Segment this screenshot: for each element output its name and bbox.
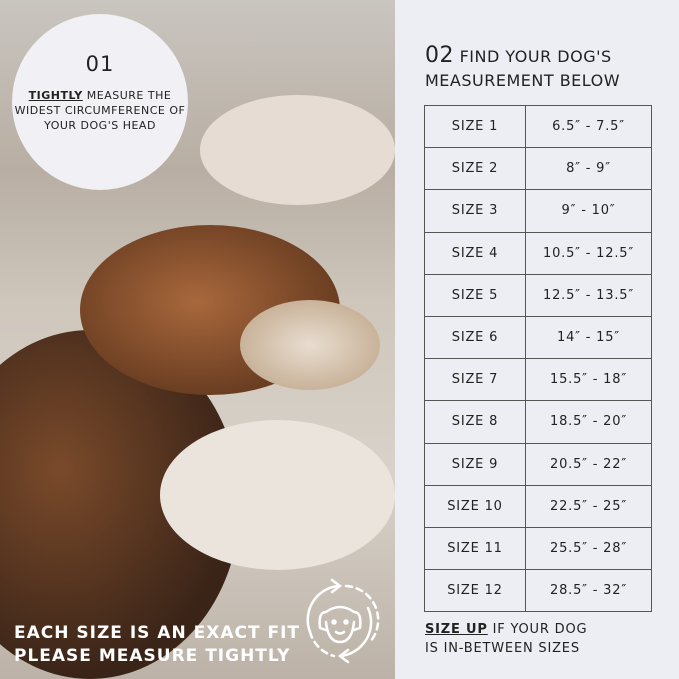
step1-number: 01: [85, 52, 115, 76]
size-label: SIZE 10: [424, 484, 526, 528]
size-label: SIZE 7: [424, 358, 526, 402]
step1-callout: 01 TIGHTLY MEASURE THE WIDEST CIRCUMFERE…: [12, 14, 188, 190]
size-row: SIZE 8 18.5″ - 20″: [424, 400, 652, 444]
sleeve-top: [200, 95, 395, 205]
size-up-line1: IF YOUR DOG: [487, 622, 588, 637]
size-label: SIZE 6: [424, 315, 526, 360]
size-range: 20.5″ - 22″: [525, 442, 652, 486]
size-up-emphasis: SIZE UP: [425, 622, 488, 637]
size-row: SIZE 2 8″ - 9″: [424, 147, 652, 191]
size-range: 22.5″ - 25″: [525, 484, 652, 528]
size-row: SIZE 7 15.5″ - 18″: [424, 358, 652, 402]
step2-title-line1: FIND YOUR DOG'S: [459, 47, 612, 66]
dog-measure-cycle-icon: [306, 578, 380, 664]
size-label: SIZE 5: [424, 273, 526, 317]
size-range: 18.5″ - 20″: [525, 400, 652, 444]
size-range: 14″ - 15″: [525, 315, 652, 360]
size-range: 25.5″ - 28″: [525, 526, 652, 571]
size-label: SIZE 4: [424, 231, 526, 275]
step2-title-line2: MEASUREMENT BELOW: [425, 71, 621, 90]
size-row: SIZE 1 6.5″ - 7.5″: [424, 104, 652, 149]
step2-number: 02: [425, 43, 454, 68]
notice-line1: EACH SIZE IS AN EXACT FIT: [14, 623, 301, 643]
size-table: SIZE 1 6.5″ - 7.5″ SIZE 2 8″ - 9″ SIZE 3 9″ -…: [424, 104, 652, 613]
dog-muzzle: [240, 300, 380, 390]
size-up-note: SIZE UP IF YOUR DOG IS IN-BETWEEN SIZES: [425, 620, 587, 658]
size-row: SIZE 9 20.5″ - 22″: [424, 442, 652, 486]
size-range: 10.5″ - 12.5″: [525, 231, 652, 275]
size-range: 9″ - 10″: [525, 189, 652, 233]
notice-line2: PLEASE MEASURE TIGHTLY: [14, 646, 291, 666]
size-label: SIZE 3: [424, 189, 526, 233]
size-chart-panel: 02 FIND YOUR DOG'S MEASUREMENT BELOW SIZ…: [395, 0, 679, 679]
size-range: 6.5″ - 7.5″: [525, 104, 652, 149]
size-range: 12.5″ - 13.5″: [525, 273, 652, 317]
size-range: 28.5″ - 32″: [525, 569, 652, 613]
size-row: SIZE 5 12.5″ - 13.5″: [424, 273, 652, 317]
size-up-line2: IS IN-BETWEEN SIZES: [425, 641, 580, 656]
size-label: SIZE 9: [424, 442, 526, 486]
step2-title: 02 FIND YOUR DOG'S MEASUREMENT BELOW: [425, 44, 620, 93]
size-label: SIZE 12: [424, 569, 526, 613]
size-label: SIZE 8: [424, 400, 526, 444]
size-row: SIZE 10 22.5″ - 25″: [424, 484, 652, 528]
size-row: SIZE 4 10.5″ - 12.5″: [424, 231, 652, 275]
size-label: SIZE 2: [424, 147, 526, 191]
size-label: SIZE 1: [424, 104, 526, 149]
size-label: SIZE 11: [424, 526, 526, 571]
size-row: SIZE 12 28.5″ - 32″: [424, 569, 652, 613]
size-row: SIZE 11 25.5″ - 28″: [424, 526, 652, 571]
size-range: 8″ - 9″: [525, 147, 652, 191]
exact-fit-notice: EACH SIZE IS AN EXACT FIT PLEASE MEASURE…: [14, 622, 300, 668]
sleeve-bottom: [160, 420, 395, 570]
size-row: SIZE 3 9″ - 10″: [424, 189, 652, 233]
size-row: SIZE 6 14″ - 15″: [424, 315, 652, 360]
size-range: 15.5″ - 18″: [525, 358, 652, 402]
step1-emphasis: TIGHTLY: [28, 89, 83, 102]
dog-measuring-photo: 01 TIGHTLY MEASURE THE WIDEST CIRCUMFERE…: [0, 0, 395, 679]
step1-text: MEASURE THE WIDEST CIRCUMFERENCE OF YOUR…: [14, 89, 186, 132]
